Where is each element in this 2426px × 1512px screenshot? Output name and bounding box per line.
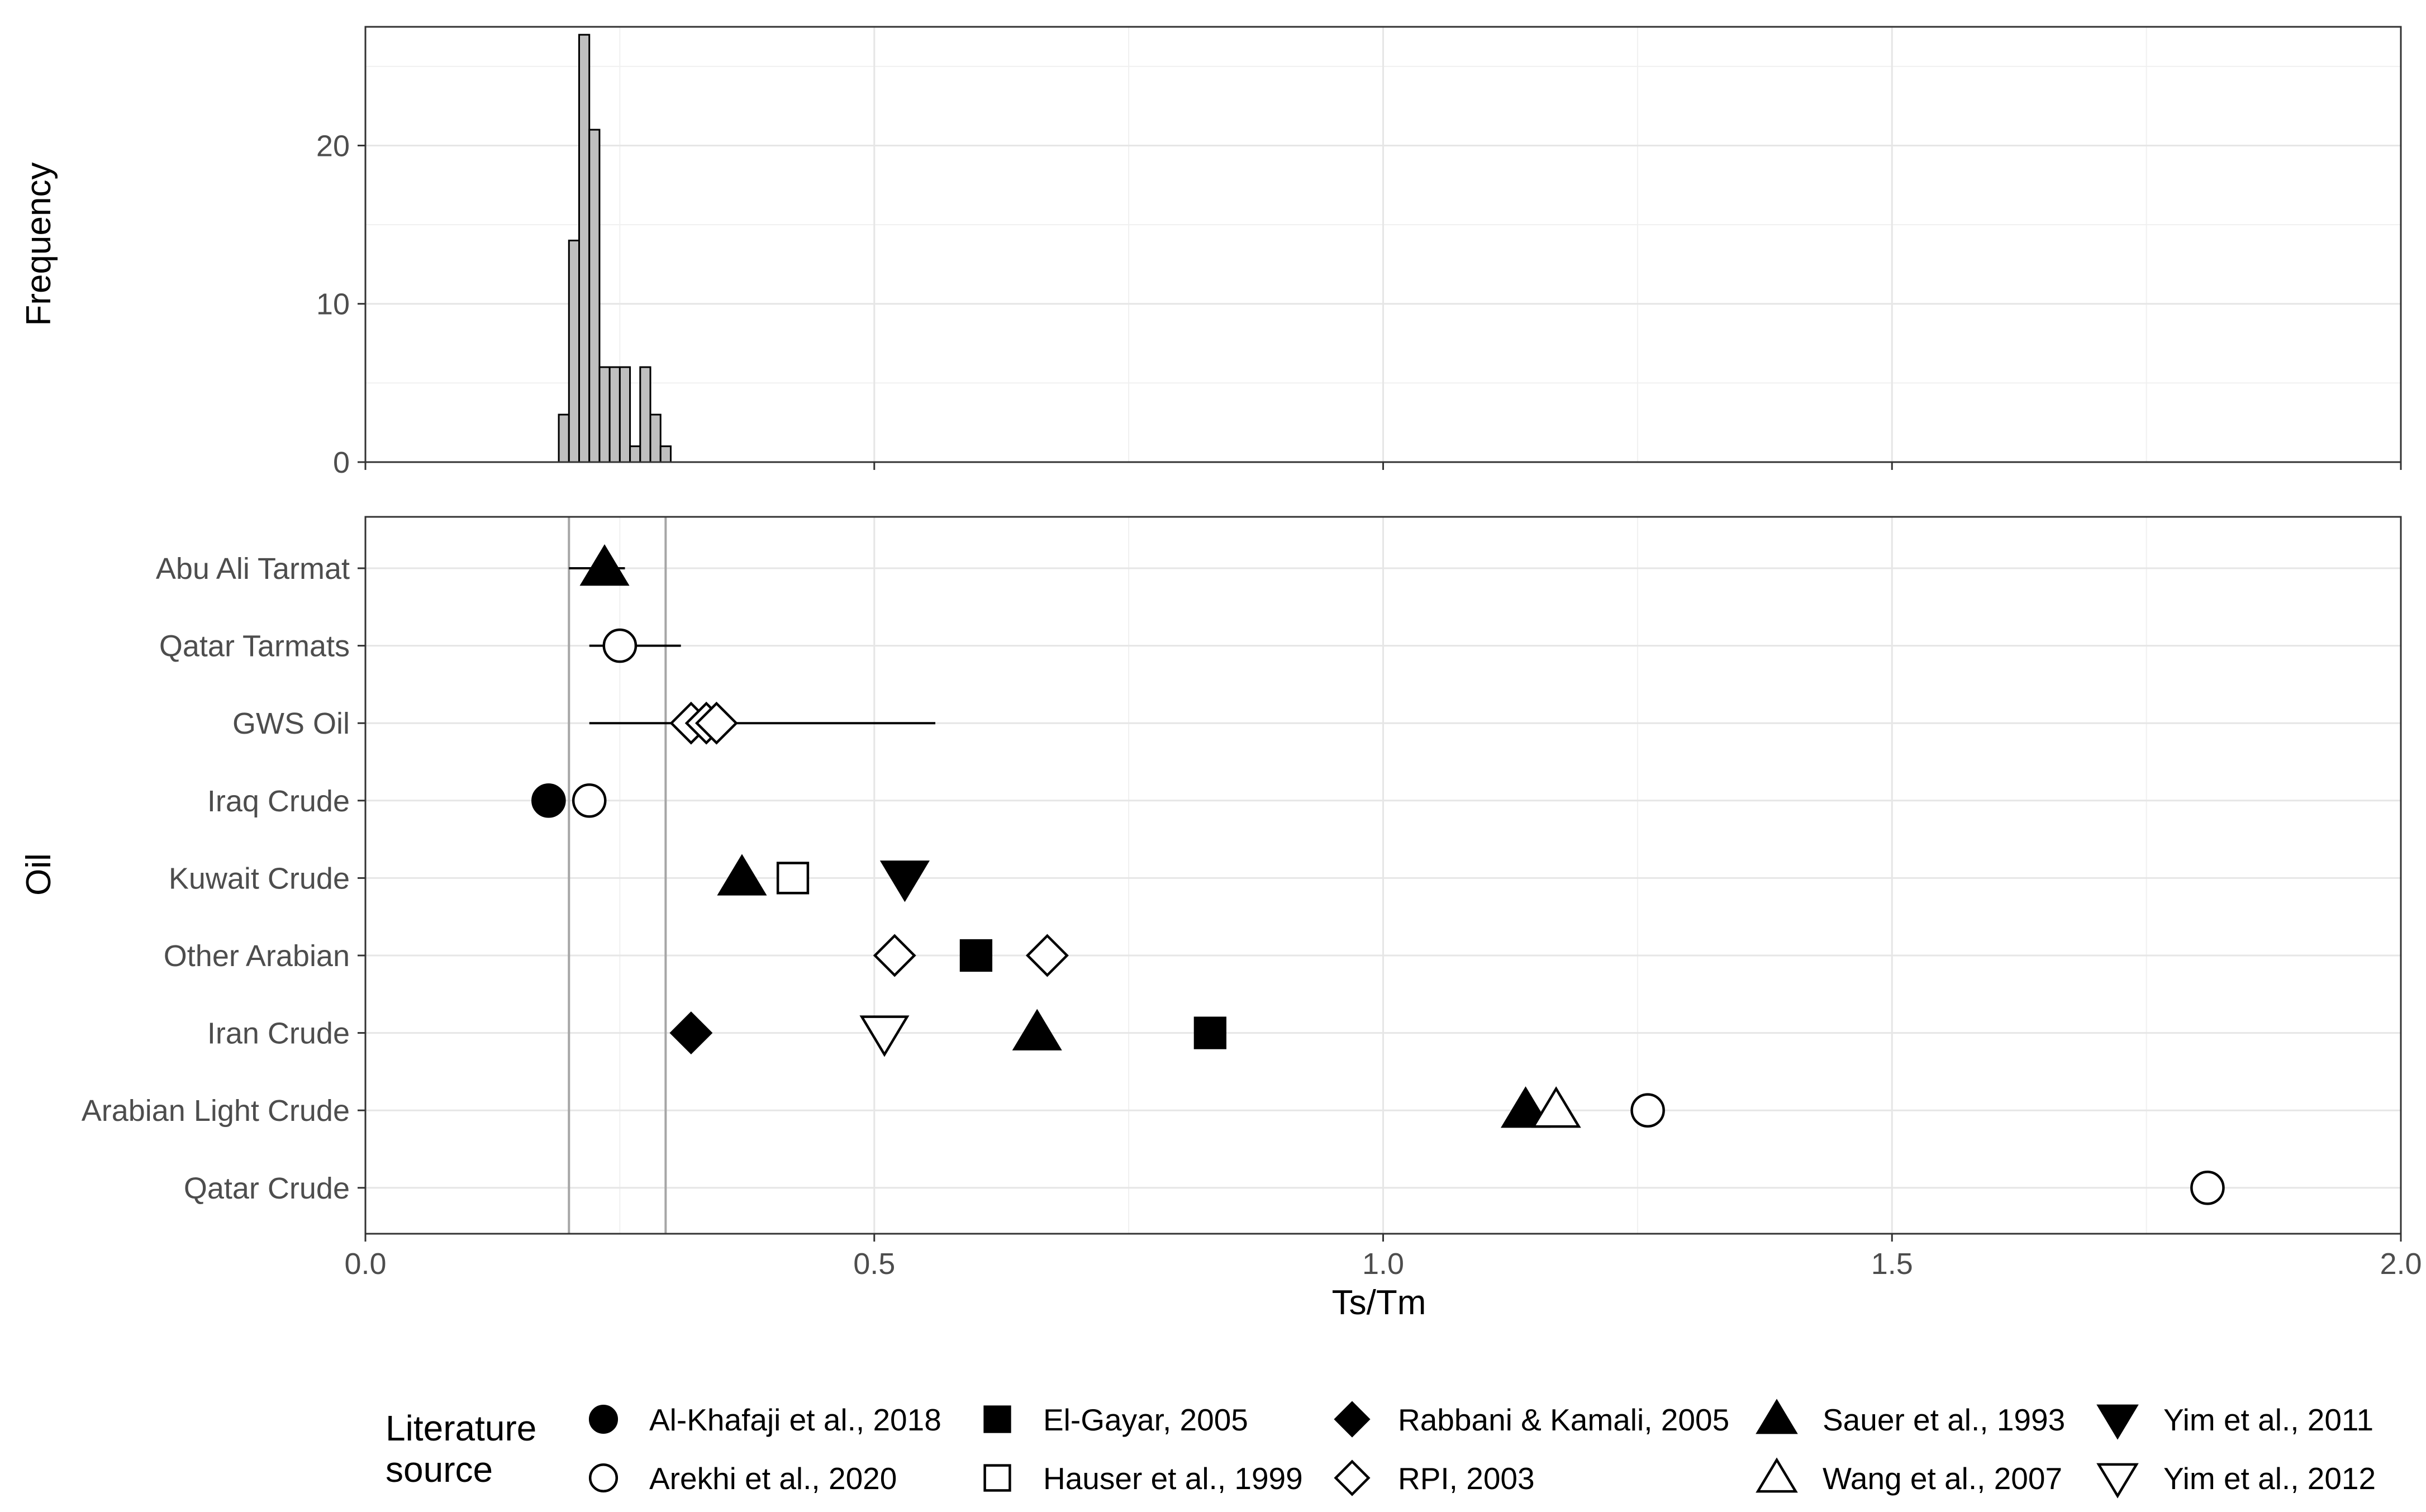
data-point <box>669 1011 713 1055</box>
data-point <box>1025 934 1069 977</box>
legend-key <box>983 1464 1011 1492</box>
data-point <box>531 783 566 818</box>
dot-plot-panel: Abu Ali Tarmat Qatar Tarmats GWS Oil Iraq C… <box>82 516 2422 1281</box>
legend-label: Sauer et al., 1993 <box>1823 1402 2065 1437</box>
data-point <box>1531 1086 1581 1128</box>
hist-y-tick-label: 0 <box>333 446 350 479</box>
data-point <box>1500 1086 1551 1128</box>
hist-y-tick-label: 10 <box>316 288 350 321</box>
data-point <box>959 939 993 972</box>
legend-key <box>1334 1401 1371 1438</box>
x-tick-label: 1.5 <box>1871 1247 1913 1281</box>
data-point <box>694 701 738 745</box>
legend-label: RPI, 2003 <box>1398 1461 1535 1496</box>
legend-key <box>588 1404 619 1434</box>
data-point <box>776 862 810 895</box>
histogram-bar <box>639 366 651 463</box>
legend-label: Al-Khafaji et al., 2018 <box>649 1402 941 1437</box>
data-point <box>602 628 638 663</box>
histogram-bar <box>568 239 581 463</box>
legend-title-line1: Literature <box>386 1408 536 1448</box>
category-label: Qatar Tarmats <box>159 630 350 663</box>
x-tick-label: 0.5 <box>853 1247 895 1281</box>
data-point <box>1630 1093 1665 1128</box>
x-tick-label: 0.0 <box>344 1247 386 1281</box>
legend-label: El-Gayar, 2005 <box>1043 1402 1248 1437</box>
data-point <box>873 934 916 977</box>
legend-key <box>983 1405 1011 1433</box>
data-point <box>1193 1016 1226 1049</box>
legend-key <box>1756 1457 1798 1493</box>
data-point <box>2190 1170 2225 1205</box>
histogram-bar <box>629 445 641 463</box>
hist-y-tick-label: 20 <box>316 129 350 163</box>
histogram-bar <box>659 445 672 463</box>
legend-label: Wang et al., 2007 <box>1823 1461 2062 1496</box>
frequency-axis-label: Frequency <box>20 163 58 326</box>
legend-label: Arekhi et al., 2020 <box>649 1461 897 1496</box>
data-point <box>717 854 767 896</box>
x-tick-label: 1.0 <box>1362 1247 1404 1281</box>
data-point <box>859 1015 910 1057</box>
x-axis-title: Ts/Tm <box>1332 1283 1426 1322</box>
histogram-bar <box>558 413 570 463</box>
histogram-bar <box>578 34 591 463</box>
category-label: Other Arabian <box>164 939 350 973</box>
data-point <box>1012 1009 1062 1050</box>
legend-key <box>588 1463 619 1493</box>
histogram-bar <box>649 413 662 463</box>
histogram-bar <box>608 366 621 463</box>
category-label: Kuwait Crude <box>169 862 350 895</box>
legend-label: Rabbani & Kamali, 2005 <box>1398 1402 1729 1437</box>
histogram-bar <box>598 366 611 463</box>
legend-key <box>1334 1459 1371 1496</box>
category-label: Iran Crude <box>207 1017 350 1050</box>
legend-label: Hauser et al., 1999 <box>1043 1461 1303 1496</box>
category-label: GWS Oil <box>232 707 350 740</box>
data-point <box>572 783 607 818</box>
category-label: Abu Ali Tarmat <box>156 552 350 586</box>
histogram-panel: 0 10 20 <box>316 26 2402 479</box>
category-label: Qatar Crude <box>184 1172 350 1205</box>
histogram-bar <box>619 366 631 463</box>
legend-key <box>1756 1399 1798 1434</box>
histogram-bar <box>588 129 601 463</box>
oil-axis-label: Oil <box>20 853 58 896</box>
legend-label: Yim et al., 2011 <box>2163 1402 2373 1437</box>
category-label: Iraq Crude <box>207 784 350 818</box>
category-label: Arabian Light Crude <box>82 1094 350 1128</box>
legend-key <box>2096 1404 2139 1440</box>
x-tick-label: 2.0 <box>2380 1247 2422 1281</box>
legend-title-line2: source <box>386 1449 493 1490</box>
legend: Literature source Al-Khafaji et al., 201… <box>386 1399 2376 1499</box>
data-point <box>879 860 930 902</box>
data-point <box>579 544 630 586</box>
legend-key <box>2096 1463 2139 1499</box>
legend-label: Yim et al., 2012 <box>2163 1461 2376 1496</box>
